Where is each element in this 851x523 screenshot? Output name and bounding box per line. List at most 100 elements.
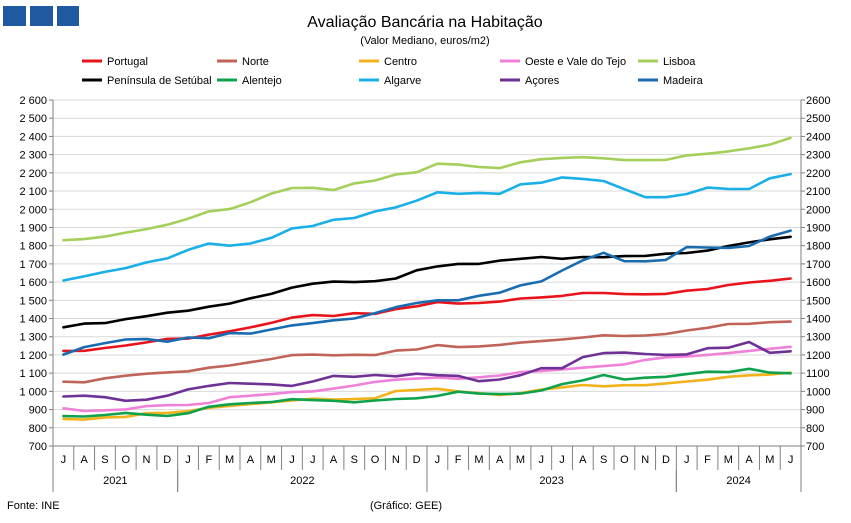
y-tick-label: 1 500 [19, 295, 47, 307]
x-tick-label: J [684, 454, 690, 466]
year-label: 2023 [539, 475, 563, 487]
legend-label: Algarve [384, 75, 421, 87]
y-tick-label: 800 [29, 423, 47, 435]
x-tick-label: A [745, 454, 753, 466]
x-tick-label: J [435, 454, 441, 466]
credit-note: (Gráfico: GEE) [370, 500, 442, 512]
legend-label: Península de Setúbal [107, 75, 212, 87]
x-tick-label: N [143, 454, 151, 466]
y-tick-label-right: 2600 [806, 95, 830, 107]
y-tick-label-right: 1900 [806, 222, 830, 234]
x-tick-label: F [704, 454, 711, 466]
legend-item-acores: Açores [500, 75, 560, 87]
chart-subtitle: (Valor Mediano, euros/m2) [360, 35, 489, 47]
x-tick-label: J [61, 454, 67, 466]
series-line-acores [62, 340, 792, 403]
legend-label: Portugal [107, 56, 148, 68]
legend-label: Centro [384, 56, 417, 68]
y-tick-label-right: 1000 [806, 386, 830, 398]
x-tick-label: O [121, 454, 130, 466]
x-tick-label: D [163, 454, 171, 466]
legend: Portugal Norte Centro Oeste e Vale do Tejo L… [82, 56, 704, 87]
y-tick-label-right: 1600 [806, 277, 830, 289]
y-tick-label: 2 000 [19, 204, 47, 216]
legend-label: Oeste e Vale do Tejo [525, 56, 626, 68]
legend-item-algarve: Algarve [359, 75, 421, 87]
x-tick-label: A [496, 454, 504, 466]
series-line-norte [62, 320, 792, 384]
logo-block-2 [30, 6, 53, 26]
y-tick-label: 1 800 [19, 241, 47, 253]
year-label: 2021 [103, 475, 127, 487]
y-tick-label-right: 2100 [806, 186, 830, 198]
legend-label: Lisboa [663, 56, 696, 68]
x-tick-label: A [579, 454, 587, 466]
x-tick-label: J [539, 454, 545, 466]
x-tick-label: A [247, 454, 255, 466]
y-tick-label-right: 800 [806, 423, 824, 435]
x-tick-label: N [641, 454, 649, 466]
x-tick-label: D [413, 454, 421, 466]
series-line-algarve [62, 172, 792, 282]
y-tick-label: 1 200 [19, 350, 47, 362]
y-tick-label-right: 2000 [806, 204, 830, 216]
x-tick-label: M [516, 454, 525, 466]
legend-label: Alentejo [242, 75, 282, 87]
x-tick-label: M [765, 454, 774, 466]
x-tick-label: O [620, 454, 629, 466]
x-tick-label: J [289, 454, 295, 466]
y-tick-label-right: 2300 [806, 150, 830, 162]
x-tick-label: S [101, 454, 108, 466]
x-tick-label: S [600, 454, 607, 466]
x-tick-label: M [474, 454, 483, 466]
x-tick-label: F [455, 454, 462, 466]
x-tick-label: J [310, 454, 316, 466]
year-label: 2024 [726, 475, 750, 487]
y-tick-label-right: 1500 [806, 295, 830, 307]
x-tick-label: M [267, 454, 276, 466]
legend-label: Norte [242, 56, 269, 68]
y-tick-label-right: 2500 [806, 113, 830, 125]
y-tick-label-right: 1200 [806, 350, 830, 362]
y-tick-label-right: 1100 [806, 368, 830, 380]
legend-item-centro: Centro [359, 56, 417, 68]
year-label: 2022 [290, 475, 314, 487]
y-tick-label-right: 2200 [806, 168, 830, 180]
x-tick-label: A [80, 454, 88, 466]
x-tick-label: M [225, 454, 234, 466]
y-tick-label: 2 300 [19, 150, 47, 162]
y-tick-label-right: 1800 [806, 241, 830, 253]
y-tick-label-right: 900 [806, 405, 824, 417]
y-tick-label: 2 100 [19, 186, 47, 198]
legend-item-peninsula-de-setubal: Península de Setúbal [82, 75, 212, 87]
y-tick-label-right: 2400 [806, 131, 830, 143]
x-tick-label: D [662, 454, 670, 466]
y-tick-label-right: 700 [806, 441, 824, 453]
legend-label: Açores [525, 75, 560, 87]
y-tick-label: 900 [29, 405, 47, 417]
y-tick-label-right: 1400 [806, 314, 830, 326]
series-lines [62, 136, 792, 421]
y-tick-label: 1 100 [19, 368, 47, 380]
legend-item-norte: Norte [217, 56, 269, 68]
y-tick-label: 2 400 [19, 131, 47, 143]
x-tick-label: J [788, 454, 794, 466]
legend-item-madeira: Madeira [638, 75, 704, 87]
x-tick-label: S [351, 454, 358, 466]
y-tick-label: 1 400 [19, 314, 47, 326]
y-tick-label-right: 1300 [806, 332, 830, 344]
legend-item-lisboa: Lisboa [638, 56, 696, 68]
y-tick-label: 700 [29, 441, 47, 453]
y-tick-label: 2 500 [19, 113, 47, 125]
y-tick-label: 1 300 [19, 332, 47, 344]
series-line-madeira [62, 229, 792, 356]
x-tick-label: N [392, 454, 400, 466]
x-tick-label: J [185, 454, 191, 466]
series-line-alentejo [62, 367, 792, 418]
y-tick-label: 1 900 [19, 222, 47, 234]
chart-title: Avaliação Bancária na Habitação [307, 14, 543, 31]
series-line-lisboa [62, 136, 792, 242]
y-tick-label: 1 700 [19, 259, 47, 271]
source-note: Fonte: INE [7, 500, 60, 512]
